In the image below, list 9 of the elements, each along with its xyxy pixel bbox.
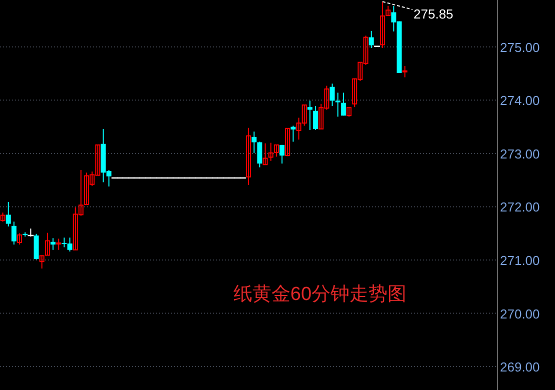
y-tick-label: 270.00 <box>500 306 540 322</box>
y-tick-label: 269.00 <box>500 360 540 375</box>
y-tick-label: 272.00 <box>500 200 540 215</box>
y-tick-label: 275.00 <box>500 40 540 55</box>
y-tick-label: 273.00 <box>500 146 540 162</box>
y-tick-label: 271.00 <box>500 253 540 268</box>
annotation: 275.85 <box>414 6 454 22</box>
y-tick-label: 274.00 <box>500 93 540 108</box>
text: 纸黄金60分钟走势图 <box>233 284 407 305</box>
